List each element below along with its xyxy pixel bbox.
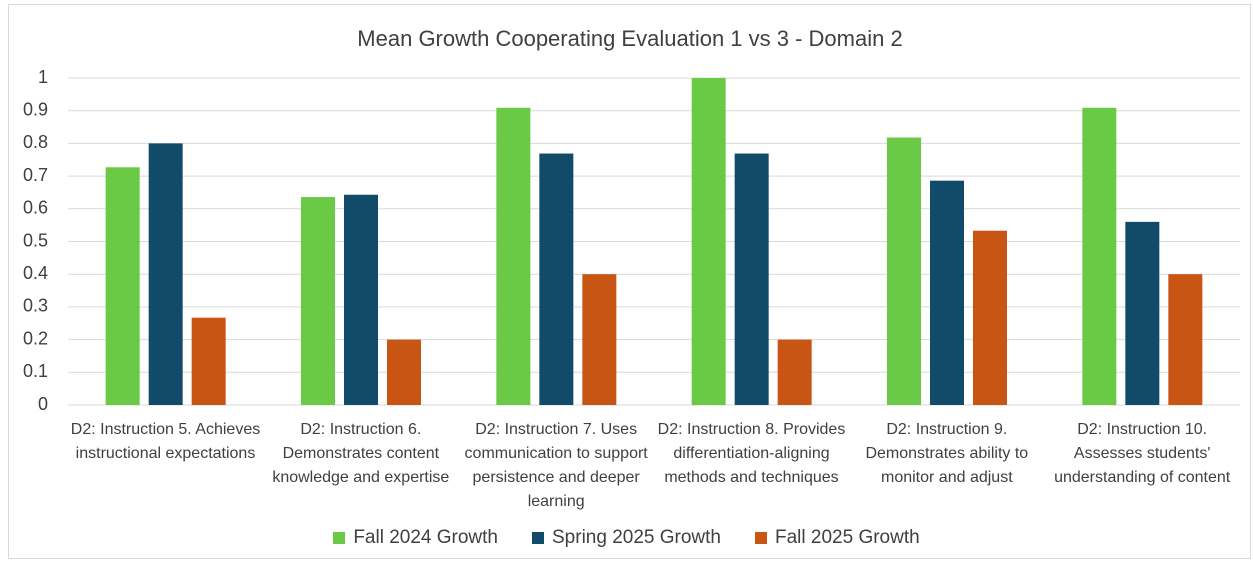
bar (691, 78, 726, 405)
bar (887, 137, 921, 405)
x-tick-label: D2: Instruction 7. Uses communication to… (464, 421, 648, 510)
legend-item: Fall 2025 Growth (755, 527, 920, 549)
y-tick-label: 0.7 (23, 165, 48, 185)
legend-swatch (755, 532, 767, 544)
bar (191, 317, 226, 405)
legend-label: Spring 2025 Growth (552, 527, 721, 548)
y-tick-label: 0.1 (23, 361, 48, 381)
x-tick-label: D2: Instruction 5. Achieves instructiona… (70, 421, 261, 462)
y-tick-label: 0.5 (23, 230, 48, 250)
chart-title: Mean Growth Cooperating Evaluation 1 vs … (357, 26, 902, 51)
bar (1082, 107, 1117, 405)
bar (105, 167, 140, 405)
y-tick-label: 0.2 (23, 328, 48, 348)
bar (1168, 274, 1203, 405)
legend-label: Fall 2024 Growth (353, 527, 498, 548)
x-tick-label: D2: Instruction 8. Provides differentiat… (657, 421, 846, 486)
x-tick-label: D2: Instruction 10. Assesses students' u… (1054, 421, 1231, 486)
bar (496, 107, 531, 405)
bar (930, 180, 964, 405)
bar (1125, 221, 1160, 405)
legend-swatch (532, 532, 544, 544)
chart-frame (8, 4, 1251, 559)
bar (777, 339, 812, 405)
y-tick-label: 0.4 (23, 263, 48, 283)
x-tick-label: D2: Instruction 9. Demonstrates ability … (865, 421, 1029, 486)
legend-item: Fall 2024 Growth (333, 527, 498, 549)
y-tick-label: 1 (38, 67, 48, 87)
bar (387, 339, 421, 405)
y-tick-label: 0.6 (23, 198, 48, 218)
bar (301, 197, 335, 405)
legend-label: Fall 2025 Growth (775, 527, 920, 548)
y-tick-label: 0.9 (23, 99, 48, 119)
legend-item: Spring 2025 Growth (532, 527, 721, 549)
y-tick-label: 0.3 (23, 296, 48, 316)
legend-swatch (333, 532, 346, 544)
y-tick-label: 0.8 (23, 132, 48, 152)
x-tick-label: D2: Instruction 6. Demonstrates content … (272, 421, 450, 486)
legend: Fall 2024 Growth Spring 2025 Growth Fall 2… (0, 527, 1253, 549)
bar (582, 274, 617, 405)
bar (734, 153, 769, 405)
bar (148, 143, 183, 405)
bar (539, 153, 574, 405)
bar (973, 230, 1007, 405)
y-tick-label: 0 (38, 394, 48, 414)
bar (344, 194, 378, 405)
